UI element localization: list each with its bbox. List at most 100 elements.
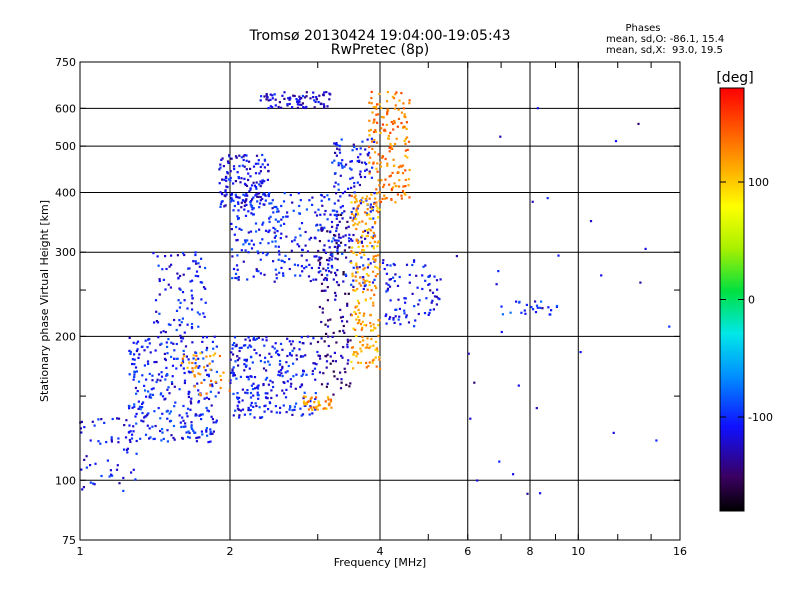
data-point <box>243 204 246 207</box>
data-point <box>166 417 169 420</box>
data-point <box>94 462 97 465</box>
data-point <box>368 172 371 175</box>
data-point <box>262 193 265 196</box>
data-point <box>331 209 334 212</box>
data-point <box>231 277 234 280</box>
data-point <box>184 345 188 348</box>
data-point <box>222 165 225 168</box>
data-point <box>365 168 368 171</box>
data-point <box>329 362 332 365</box>
data-point <box>254 194 257 197</box>
data-point <box>372 358 376 361</box>
data-point <box>359 276 362 279</box>
data-point <box>235 239 238 242</box>
data-point <box>339 308 342 311</box>
data-point <box>213 335 216 338</box>
data-point <box>325 355 328 358</box>
data-point <box>372 231 375 234</box>
data-point <box>195 270 199 273</box>
data-point <box>371 166 374 169</box>
data-point <box>282 200 286 203</box>
data-point <box>135 370 138 373</box>
data-point <box>313 367 317 370</box>
data-point <box>260 95 263 98</box>
legend-line-x: mean, sd,X: 93.0, 19.5 <box>606 45 723 56</box>
data-point <box>269 379 272 382</box>
data-point <box>230 194 233 197</box>
data-point <box>427 313 430 316</box>
data-point <box>395 91 398 94</box>
data-point <box>339 195 342 198</box>
data-point <box>335 239 338 242</box>
data-point <box>210 383 213 387</box>
data-point <box>320 337 323 340</box>
data-point <box>337 283 340 286</box>
data-point <box>320 289 323 292</box>
data-point <box>369 325 372 328</box>
data-point <box>145 395 148 398</box>
data-point <box>391 171 394 174</box>
data-point <box>280 218 283 221</box>
data-point <box>300 374 303 377</box>
data-point <box>249 167 252 170</box>
data-point <box>345 274 348 277</box>
data-point <box>191 279 194 282</box>
data-point <box>116 464 119 467</box>
data-point <box>212 430 215 433</box>
data-point <box>185 431 188 434</box>
data-point <box>339 213 343 216</box>
data-point <box>165 366 168 369</box>
data-point <box>305 95 308 98</box>
data-point <box>245 192 248 196</box>
data-point <box>435 295 438 298</box>
data-point <box>172 342 175 345</box>
data-point <box>200 281 204 284</box>
data-point <box>227 178 231 181</box>
data-point <box>326 230 329 233</box>
data-point <box>326 218 329 221</box>
data-point <box>336 258 339 261</box>
data-point <box>219 386 222 390</box>
data-point <box>253 416 256 419</box>
data-point <box>239 181 242 184</box>
data-point <box>376 113 379 116</box>
data-point <box>259 359 262 363</box>
data-point <box>212 347 215 350</box>
data-point <box>202 286 206 289</box>
data-point <box>299 98 302 101</box>
data-point <box>264 392 267 395</box>
data-point <box>403 309 406 312</box>
data-point <box>311 408 314 411</box>
data-point <box>334 143 338 146</box>
data-point <box>373 278 376 281</box>
data-point <box>279 359 282 363</box>
data-point <box>398 315 401 318</box>
data-point <box>221 157 224 160</box>
data-point <box>327 266 330 270</box>
data-point <box>277 105 280 109</box>
data-point <box>255 404 258 408</box>
data-point <box>247 407 250 410</box>
data-point <box>200 298 203 301</box>
data-point <box>256 195 259 198</box>
data-point <box>375 209 378 212</box>
data-point <box>351 239 354 242</box>
data-point <box>97 440 100 443</box>
data-point <box>195 365 198 368</box>
data-point <box>326 258 329 262</box>
data-point <box>277 210 280 213</box>
data-point <box>372 255 375 258</box>
data-point <box>236 215 239 218</box>
data-point <box>359 147 362 150</box>
data-point <box>371 359 374 362</box>
data-point <box>333 239 336 242</box>
data-point <box>433 295 437 298</box>
data-point <box>329 318 332 321</box>
data-point <box>266 163 269 166</box>
data-point <box>237 408 240 411</box>
data-point <box>151 393 154 396</box>
data-point <box>355 279 358 282</box>
data-point <box>122 476 125 480</box>
data-point <box>244 194 247 197</box>
data-point <box>398 307 401 310</box>
